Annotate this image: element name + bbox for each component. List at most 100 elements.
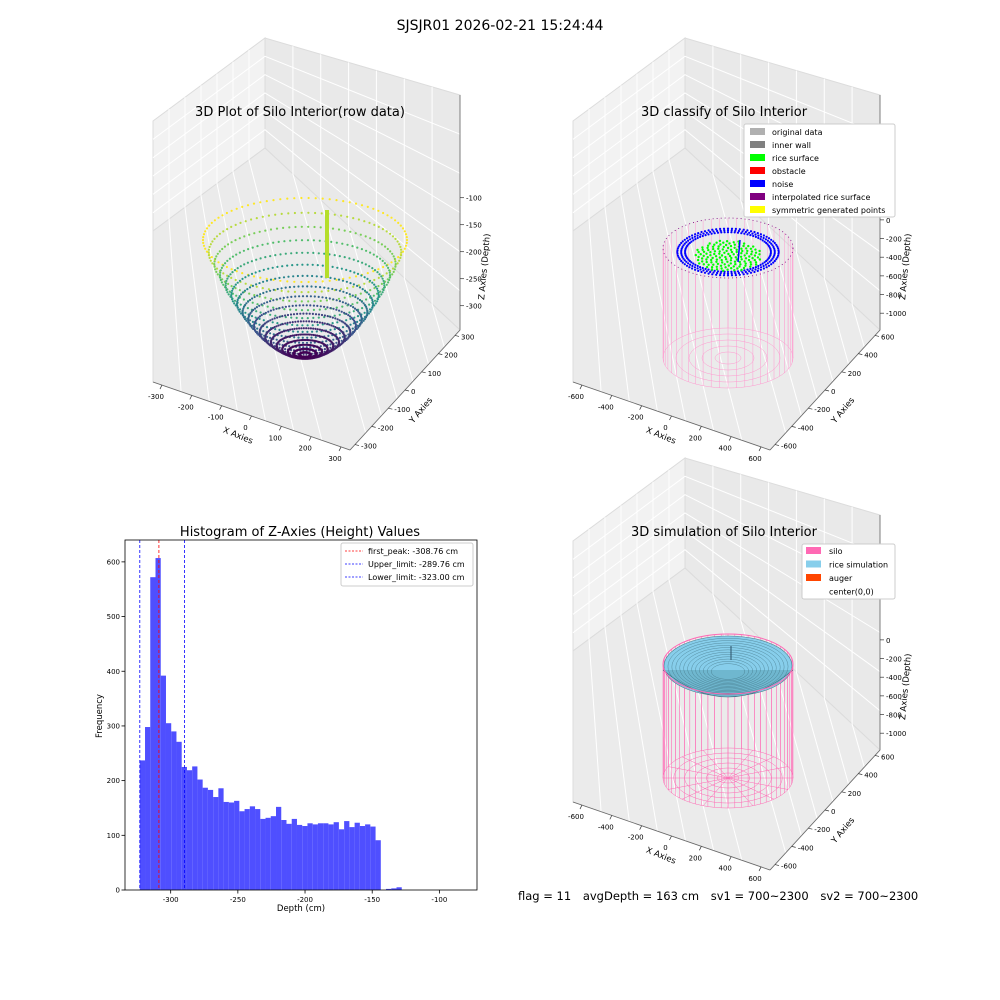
- p1-data-point: [278, 346, 281, 349]
- p4-rice-mesh-ring: [683, 647, 773, 690]
- p1-data-point: [269, 228, 273, 231]
- p1-data-point: [273, 326, 276, 329]
- p4-x-tick-label: 0: [663, 844, 667, 852]
- p1-data-point: [363, 289, 367, 292]
- p1-data-point: [345, 330, 348, 333]
- histogram-bar: [260, 818, 266, 890]
- p2-rice-surface-point: [736, 267, 739, 270]
- p1-data-point: [352, 306, 355, 309]
- p1-data-point: [303, 338, 306, 342]
- p2-noise-point: [716, 270, 720, 273]
- p1-data-point: [361, 288, 364, 291]
- p2-y-tick: [874, 335, 880, 337]
- p2-rice-surface-point: [746, 249, 749, 253]
- p1-data-point: [365, 249, 368, 252]
- p2-rice-surface-point: [747, 258, 751, 262]
- p1-data-point: [313, 341, 316, 344]
- p1-data-point: [333, 314, 336, 317]
- p1-data-point: [261, 215, 264, 218]
- p4-silo-floor-spoke: [667, 766, 729, 779]
- histogram-bar: [375, 840, 381, 890]
- p1-data-point: [368, 303, 371, 306]
- p2-x-tick-label: 200: [689, 434, 702, 442]
- p1-data-point: [357, 218, 360, 221]
- p1-data-point: [289, 239, 292, 242]
- p1-data-point: [302, 304, 305, 307]
- p1-data-point: [283, 308, 286, 311]
- p2-rice-surface-point: [740, 252, 743, 255]
- p4-silo-floor-spoke: [667, 777, 729, 790]
- p4-grid-y: [740, 474, 802, 836]
- p1-data-point: [302, 346, 305, 349]
- p2-noise-point: [676, 252, 679, 255]
- p1-data-point: [309, 341, 312, 344]
- p2-noise-point: [697, 269, 700, 272]
- p1-data-point: [286, 313, 290, 317]
- p1-data-point: [341, 301, 344, 304]
- p2-noise-point: [705, 270, 708, 273]
- p4-silo-floor-spoke: [727, 777, 789, 790]
- p2-noise-point: [734, 274, 738, 277]
- p2-noise-point: [749, 271, 753, 274]
- p1-data-point: [281, 265, 284, 268]
- p1-data-point: [398, 259, 401, 262]
- p2-rice-surface-point: [710, 266, 714, 269]
- p2-noise-point: [775, 258, 778, 261]
- p2-noise-point: [722, 274, 726, 277]
- p1-data-point: [269, 309, 272, 312]
- p2-noise-point: [685, 241, 688, 244]
- p1-data-point: [300, 280, 303, 284]
- p1-data-point: [252, 202, 256, 205]
- p2-y-tick: [841, 371, 846, 374]
- p2-z-tick-label: -800: [886, 292, 902, 300]
- p1-data-point: [267, 339, 270, 342]
- p1-data-point: [265, 326, 269, 329]
- p1-data-point: [202, 241, 205, 244]
- p1-data-point: [210, 256, 213, 259]
- p1-data-point: [269, 336, 272, 339]
- p2-noise-point: [772, 255, 775, 259]
- p2-rice-surface-point: [756, 256, 760, 259]
- p1-data-point: [234, 287, 237, 290]
- p1-data-point: [222, 264, 225, 267]
- p1-data-point: [347, 314, 350, 317]
- p1-data-point: [228, 257, 231, 260]
- p2-rice-surface-point: [720, 258, 723, 262]
- p1-data-point: [284, 314, 287, 317]
- p2-rice-surface-point: [705, 260, 708, 264]
- p2-noise-point: [744, 230, 748, 234]
- p1-data-point: [352, 217, 355, 220]
- p2-noise-point: [680, 252, 683, 255]
- p1-x-tick: [279, 426, 282, 431]
- p4-y-tick: [824, 809, 830, 812]
- p1-data-point: [298, 304, 301, 307]
- p2-noise-point: [705, 231, 708, 234]
- p2-noise-point: [696, 236, 699, 240]
- p2-noise-point: [684, 252, 687, 255]
- histogram-frame: [124, 539, 478, 891]
- p1-data-point: [296, 263, 299, 266]
- p1-data-point: [325, 340, 328, 343]
- p1-data-point: [271, 321, 274, 324]
- p1-data-point: [293, 336, 296, 339]
- p1-x-axis-label: X Axies: [221, 426, 254, 447]
- p1-data-point: [397, 221, 400, 224]
- p2-rice-surface-point: [719, 264, 723, 267]
- p1-data-point: [266, 242, 269, 245]
- p1-data-point: [208, 245, 211, 248]
- p1-data-point: [390, 216, 393, 219]
- p2-rice-surface-point: [740, 247, 743, 250]
- p1-z-tick-label: -150: [466, 222, 482, 230]
- p1-data-point: [275, 307, 278, 310]
- p1-data-point: [218, 232, 221, 235]
- p1-grid-z: [152, 92, 461, 213]
- p2-rice-surface-point: [733, 243, 736, 246]
- p1-data-point: [222, 283, 225, 286]
- p2-rice-surface-point: [749, 263, 753, 266]
- p1-data-point: [231, 287, 234, 290]
- p4-grid-x: [620, 505, 658, 832]
- p2-noise-point: [772, 240, 775, 243]
- p1-data-point: [288, 305, 291, 308]
- p1-data-point: [338, 319, 341, 322]
- p2-noise-point: [726, 270, 730, 273]
